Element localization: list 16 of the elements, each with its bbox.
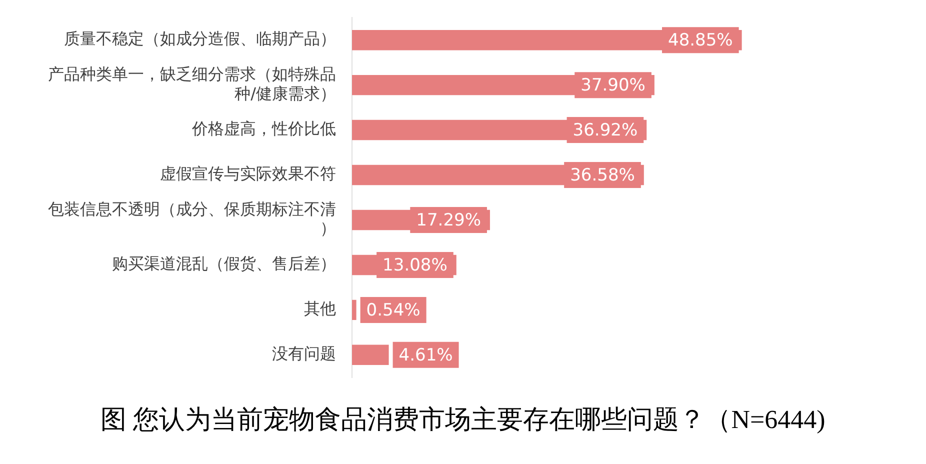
y-tick-label: 包装信息不透明（成分、保质期标注不清） bbox=[48, 200, 336, 238]
y-tick-label: 产品种类单一，缺乏细分需求（如特殊品种/健康需求） bbox=[48, 64, 336, 103]
text: 图 您认为当前宠物食品消费市场主要存在哪些问题？（N=6444) bbox=[100, 404, 826, 436]
y-tick-label: 没有问题 bbox=[272, 344, 336, 364]
data-label: 48.85% bbox=[668, 30, 733, 51]
data-label: 17.29% bbox=[416, 210, 481, 230]
y-tick-label: 购买渠道混乱（假货、售后差） bbox=[112, 254, 336, 274]
data-label: 0.54% bbox=[366, 300, 420, 320]
data-label: 36.92% bbox=[572, 120, 638, 140]
y-tick-label: 质量不稳定（如成分造假、临期产品） bbox=[64, 29, 336, 48]
y-tick-label: 价格虚高，性价比低 bbox=[191, 119, 336, 138]
y-tick-label: 其他 bbox=[304, 299, 336, 318]
data-label: 36.58% bbox=[570, 165, 635, 186]
data-label: 37.90% bbox=[580, 75, 646, 96]
data-label: 4.61% bbox=[398, 345, 453, 366]
y-tick-label: 虚假宣传与实际效果不符 bbox=[160, 164, 336, 184]
